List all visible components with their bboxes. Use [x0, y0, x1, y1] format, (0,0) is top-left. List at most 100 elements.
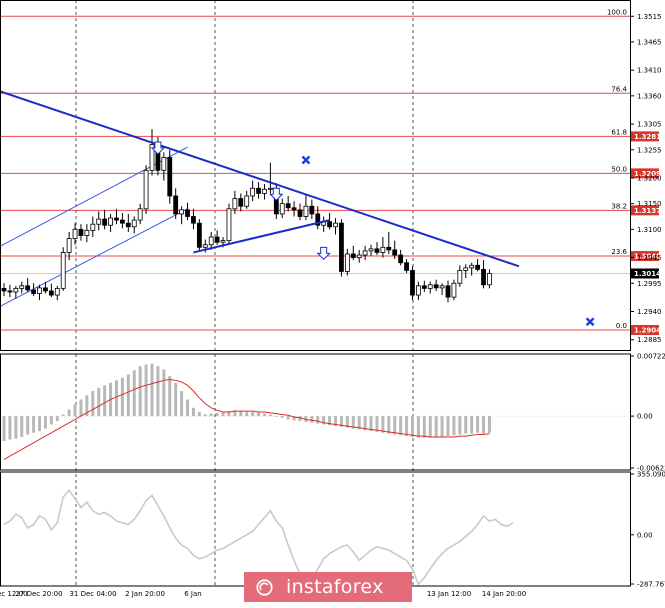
candle-57: [339, 219, 344, 277]
candle-2: [13, 285, 19, 299]
macd-bar-24: [144, 364, 148, 417]
macd-bar-4: [26, 416, 30, 435]
candle-43: [256, 182, 261, 199]
candle-41: [244, 190, 250, 209]
macd-bar-21: [126, 374, 130, 417]
price-tick-label: 1.3255: [637, 146, 662, 154]
candle-80: [475, 259, 481, 272]
macd-bar-17: [103, 385, 107, 417]
candle-body: [327, 221, 333, 228]
macd-bar-49: [292, 416, 296, 421]
brand-banner[interactable]: instaforex: [244, 572, 412, 602]
candle-body: [179, 209, 185, 215]
candle-78: [463, 264, 469, 279]
candle-10: [60, 247, 66, 291]
candle-79: [469, 262, 475, 276]
candle-body: [48, 290, 54, 296]
candle-body: [208, 236, 214, 246]
candle-75: [445, 280, 451, 303]
candle-body: [463, 267, 469, 271]
price-tick-label: 1.3045: [637, 254, 662, 262]
macd-bar-12: [73, 404, 77, 417]
candle-40: [238, 193, 244, 212]
candle-45: [267, 162, 273, 194]
macd-bar-73: [434, 416, 438, 438]
candle-35: [208, 231, 214, 250]
candle-body: [427, 284, 433, 289]
cross-marker-icon: [585, 317, 595, 327]
macd-bar-77: [458, 416, 462, 435]
candle-body: [457, 270, 463, 284]
candle-body: [161, 157, 167, 171]
date-tick-label: 6 Jan: [184, 590, 201, 598]
macd-bar-46: [274, 416, 278, 417]
macd-bar-56: [334, 416, 338, 427]
macd-bar-59: [351, 416, 355, 429]
candle-38: [226, 203, 232, 244]
macd-bar-31: [186, 399, 190, 417]
macd-bar-36: [215, 412, 219, 417]
macd-bar-74: [440, 416, 444, 437]
candle-body: [309, 205, 315, 215]
date-tick-label: 13 Jan 12:00: [427, 590, 471, 598]
macd-bar-40: [239, 411, 243, 417]
candle-body: [291, 207, 297, 211]
candle-5: [31, 283, 37, 297]
macd-bar-57: [339, 416, 343, 427]
macd-bar-8: [49, 416, 53, 425]
candle-body: [339, 222, 344, 272]
candle-70: [415, 281, 421, 301]
macd-bar-19: [114, 380, 118, 417]
candle-body: [214, 236, 220, 243]
macd-bar-58: [345, 416, 349, 428]
price-tick-label: 1.3200: [637, 175, 662, 183]
macd-bar-27: [162, 369, 166, 417]
macd-bar-9: [55, 416, 59, 422]
candle-82: [487, 269, 492, 289]
fib-ratio-label: 76.4: [611, 85, 627, 93]
candle-body: [149, 144, 155, 171]
candle-44: [262, 184, 267, 200]
date-tick-label: 2 Jan 20:00: [125, 590, 165, 598]
trend-line-0: [0, 90, 520, 268]
candle-body: [1, 287, 7, 292]
candle-67: [398, 249, 404, 266]
macd-bar-11: [67, 409, 71, 417]
fib-price-box: [631, 131, 659, 142]
fib-price-label: 1.3281: [634, 133, 661, 141]
candle-body: [19, 285, 25, 289]
candle-body: [469, 264, 475, 269]
macd-bar-23: [138, 366, 142, 417]
candle-52: [309, 199, 315, 220]
candle-body: [303, 205, 309, 217]
macd-bar-34: [203, 414, 207, 417]
candle-body: [114, 217, 119, 221]
macd-bar-25: [150, 363, 154, 417]
candle-body: [356, 254, 362, 258]
candle-body: [315, 213, 321, 226]
candle-11: [66, 231, 72, 261]
candle-body: [90, 223, 96, 231]
fib-price-label: 1.2904: [634, 326, 661, 334]
arrow-down-icon: [316, 246, 331, 261]
fib-price-box: [631, 205, 659, 216]
macd-tick-label: 0.00722: [637, 353, 665, 361]
current-price-label: 1.3014: [634, 270, 661, 278]
candle-50: [297, 203, 303, 221]
candle-22: [131, 216, 137, 234]
candle-68: [404, 259, 409, 273]
macd-bar-35: [209, 413, 213, 417]
candle-body: [451, 282, 457, 298]
candle-47: [279, 198, 285, 219]
candle-8: [48, 283, 54, 298]
macd-bar-37: [221, 411, 225, 417]
macd-bar-5: [32, 416, 36, 433]
candle-14: [84, 224, 90, 243]
candle-73: [433, 279, 439, 291]
macd-bar-38: [227, 411, 231, 417]
candle-71: [421, 280, 427, 292]
candle-body: [267, 187, 273, 190]
candle-body: [398, 254, 404, 264]
candle-53: [315, 206, 321, 230]
